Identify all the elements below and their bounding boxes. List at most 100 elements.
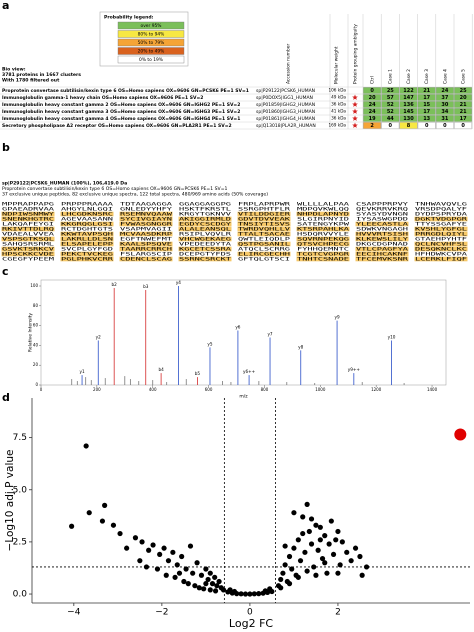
peak-label: y6++ — [243, 369, 256, 374]
point — [335, 528, 341, 535]
point — [300, 530, 306, 537]
table-cell — [417, 122, 436, 129]
column-header: Ctrl — [370, 76, 376, 84]
sequence-block: VDAEALVVEA — [2, 232, 54, 238]
x-tick-label: 600 — [205, 387, 213, 392]
point — [286, 581, 293, 587]
sequence-block: VRSDPQALYF — [415, 207, 467, 213]
sequence-block: HSKTFKRSTL — [179, 207, 231, 213]
panel-label: a — [2, 0, 9, 12]
cell-value: 145 — [403, 109, 414, 115]
coverage-highlight — [119, 221, 173, 227]
table-cell — [436, 108, 454, 115]
point — [69, 523, 75, 529]
sequence-block: GDVTDVVEAK — [238, 217, 290, 223]
table-cell — [363, 115, 381, 122]
point — [209, 581, 216, 587]
point — [359, 572, 365, 578]
coverage-highlight — [60, 236, 114, 242]
point — [110, 522, 117, 528]
point — [322, 533, 328, 539]
point — [251, 591, 257, 597]
column-header: Accession number — [286, 44, 292, 84]
row-description: Immunoglobulin heavy constant gamma 4 OS… — [2, 116, 240, 122]
sequence-block: SAHQSRSRML — [2, 242, 54, 248]
sequence-block: YLEECASTLA — [356, 222, 408, 228]
sequence-block: KKGRQGLGSI — [61, 222, 113, 228]
point — [170, 549, 176, 555]
y-tick-label: 0 — [35, 382, 38, 387]
point — [324, 570, 330, 576]
peak-label: b2 — [112, 282, 118, 287]
point — [185, 581, 191, 587]
point — [179, 553, 185, 560]
point — [242, 591, 249, 597]
ambiguity-star — [352, 94, 358, 100]
x-tick-label: 1200 — [371, 387, 382, 392]
point — [304, 568, 310, 574]
legend-swatch — [117, 55, 185, 64]
sequence-block: WLLLLALPAA — [297, 202, 349, 208]
sequence-block: HVVVRTSISH — [356, 232, 408, 238]
sequence-block: PEKCTVCKEG — [61, 252, 113, 258]
sequence-block: FYHHQEMNTC — [297, 247, 349, 253]
point — [238, 591, 244, 597]
sequence-block: VSAPMVAGII — [120, 227, 172, 233]
cell-value: 37 — [441, 95, 448, 101]
point — [262, 588, 268, 594]
point — [192, 583, 198, 589]
row-weight: 36 kDa — [331, 102, 346, 107]
row-accession: sp|P01861|IGHG4_HUMAN — [256, 116, 315, 122]
table-cell — [417, 115, 436, 122]
sequence-block: TAARRCRRCH — [120, 247, 172, 253]
y-tick-label: 100 — [30, 283, 38, 288]
y-tick-label: 7.5 — [13, 433, 27, 443]
coverage-highlight — [237, 211, 291, 217]
point — [139, 539, 145, 545]
point — [203, 581, 209, 587]
row-accession: sp|P29122|PCSK6_HUMAN — [256, 88, 315, 94]
coverage-highlight — [414, 256, 468, 262]
sequence-block: RCTDGHTGTS — [61, 227, 113, 233]
point — [308, 516, 315, 522]
coverage-highlight — [119, 256, 173, 262]
sequence-block: KLKEWSLILY — [356, 237, 408, 243]
sequence-block: QSTPGSANIL — [238, 242, 290, 248]
cell-value: 30 — [441, 102, 448, 108]
table-cell — [381, 87, 400, 94]
y-axis-label: −Log10 adj.P value — [4, 450, 16, 552]
coverage-highlight — [60, 251, 114, 257]
point — [203, 566, 209, 572]
coverage-highlight — [1, 236, 55, 242]
sequence-block: SATENGYKPW — [297, 222, 349, 228]
coverage-highlight — [414, 241, 468, 247]
peak-label: y1 — [79, 369, 84, 374]
sequence-block: SLGIRPNYID — [297, 217, 349, 223]
row-accession: sp|P0DOX5|IGG1_HUMAN — [256, 95, 313, 101]
x-tick-label: 200 — [93, 387, 101, 392]
coverage-highlight — [1, 211, 55, 217]
table-cell — [454, 108, 472, 115]
point — [102, 502, 108, 509]
coverage-highlight — [1, 226, 55, 232]
point — [286, 553, 293, 560]
cell-value: 13 — [423, 116, 430, 122]
row-weight: 36 kDa — [331, 116, 346, 121]
table-cell — [436, 94, 454, 101]
ambiguity-star — [352, 115, 358, 121]
legend-label: 50% to 79% — [138, 40, 165, 46]
point — [317, 537, 323, 543]
sequence-block: GFTQLGTSCI — [238, 257, 290, 263]
point — [308, 541, 315, 547]
peak-label: y8 — [298, 344, 303, 349]
peak-label: y2 — [96, 334, 101, 339]
coverage-highlight — [296, 241, 350, 247]
point — [306, 528, 312, 535]
coverage-highlight — [1, 216, 55, 222]
point — [181, 578, 187, 585]
coverage-highlight — [60, 241, 114, 247]
x-axis-label: m/z — [239, 394, 248, 400]
point — [205, 576, 211, 583]
point — [231, 588, 238, 595]
coverage-highlight — [237, 226, 291, 232]
